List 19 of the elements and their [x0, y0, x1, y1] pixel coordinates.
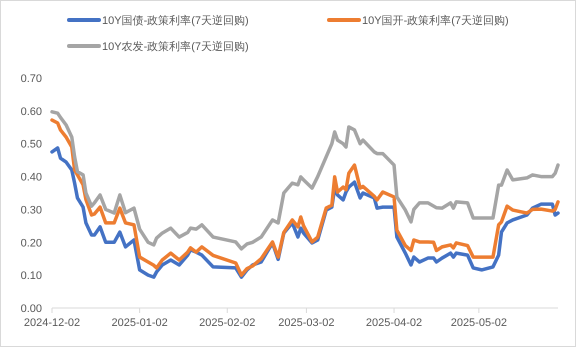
x-tick-label: 2025-05-02 [450, 317, 507, 329]
y-tick-label: 0.50 [20, 138, 42, 151]
y-tick-label: 0.20 [20, 237, 42, 250]
y-tick-label: 0.30 [20, 204, 42, 216]
x-tick-label: 2025-01-02 [111, 317, 168, 329]
legend-label: 10Y国债-政策利率(7天逆回购) [102, 14, 249, 27]
x-tick-label: 2025-03-02 [278, 317, 335, 329]
legend-label: 10Y国开-政策利率(7天逆回购) [362, 14, 509, 27]
line-series [50, 110, 560, 251]
y-tick-label: 0.70 [20, 73, 42, 85]
y-tick-label: 0.40 [20, 172, 42, 184]
x-tick-label: 2025-04-02 [366, 317, 422, 329]
legend-label: 10Y农发-政策利率(7天逆回购) [102, 40, 249, 53]
y-tick-label: 0.10 [20, 270, 42, 282]
y-tick-label: 0.60 [20, 106, 42, 118]
x-tick-label: 2025-02-02 [199, 317, 256, 329]
y-tick-label: 0.00 [20, 303, 42, 315]
x-tick-label: 2024-12-02 [24, 317, 80, 329]
line-series [50, 118, 560, 277]
